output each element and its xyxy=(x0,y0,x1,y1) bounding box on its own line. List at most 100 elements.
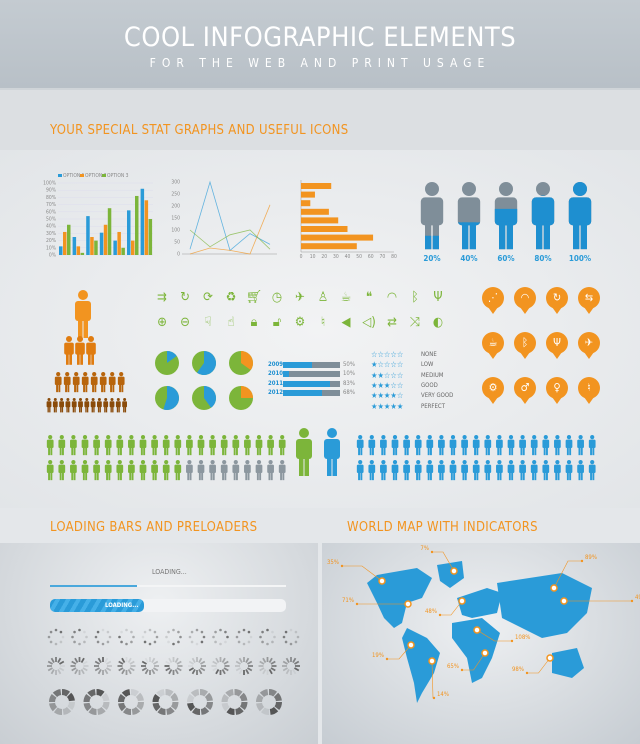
leg xyxy=(474,471,476,481)
leg xyxy=(536,221,543,250)
leg xyxy=(164,446,166,456)
spinner-dot xyxy=(108,635,112,639)
torso xyxy=(426,439,434,449)
leg xyxy=(103,383,106,393)
head xyxy=(53,398,57,401)
pin-tail xyxy=(520,352,530,359)
head xyxy=(79,398,82,401)
continent-asia xyxy=(497,573,592,638)
torso xyxy=(46,401,52,408)
spinner-dot xyxy=(59,630,63,634)
spinner-ray xyxy=(121,657,126,663)
spinner-ray xyxy=(168,669,173,675)
head xyxy=(48,435,53,440)
leg xyxy=(123,406,125,413)
head xyxy=(222,460,227,465)
ring-segment xyxy=(135,692,144,702)
head xyxy=(123,398,127,401)
plane-icon: ✈ xyxy=(295,290,305,305)
indicator-end xyxy=(430,550,434,554)
head xyxy=(140,435,146,440)
leg xyxy=(154,471,157,481)
spinner-ray xyxy=(215,669,220,675)
spinner-dot xyxy=(296,635,300,639)
map-pin-usb-icon: Ψ xyxy=(546,332,568,360)
crowd-person xyxy=(81,460,89,481)
coffee-icon: ☕︎ xyxy=(488,336,498,349)
leg xyxy=(416,446,418,456)
crowd-person xyxy=(554,435,561,456)
torso xyxy=(78,401,83,408)
spinner-ray xyxy=(129,660,135,665)
leg xyxy=(236,471,238,481)
leg xyxy=(245,446,248,456)
head xyxy=(462,182,476,196)
spinner-dot xyxy=(190,630,194,634)
head xyxy=(578,435,583,440)
crowd-person xyxy=(93,460,100,481)
torso xyxy=(554,439,561,449)
torso xyxy=(438,464,445,474)
head xyxy=(140,460,146,465)
leg xyxy=(71,471,74,481)
spinner-ray xyxy=(59,667,65,672)
leg xyxy=(166,446,169,456)
head xyxy=(369,460,374,465)
progress-year: 2010 xyxy=(268,370,284,378)
torso xyxy=(356,464,364,474)
leg xyxy=(555,446,558,456)
man-icon: ♂ xyxy=(520,381,530,394)
pyramid-person xyxy=(46,398,52,413)
thin-loading-fill xyxy=(50,585,138,587)
leg xyxy=(488,471,490,481)
spinner-ray xyxy=(141,660,147,665)
leg xyxy=(453,446,456,456)
pin-circle: ↻ xyxy=(546,287,568,309)
leg xyxy=(212,471,215,481)
head xyxy=(439,435,444,440)
leg xyxy=(259,446,262,456)
y-tick-label: 80% xyxy=(46,195,57,201)
repeat-icon: ⇄ xyxy=(387,315,397,330)
crowd-person xyxy=(449,460,457,481)
crowd-person xyxy=(577,460,584,481)
head xyxy=(56,372,61,377)
torso xyxy=(368,439,376,449)
indicator-label: 89% xyxy=(585,554,597,561)
head xyxy=(485,460,490,465)
crowd-person xyxy=(438,460,445,481)
torso xyxy=(99,376,107,386)
pyramid-person xyxy=(71,398,77,413)
torso xyxy=(278,439,286,449)
spinner-ray xyxy=(168,657,173,663)
leg xyxy=(268,446,271,456)
indicator-line xyxy=(432,551,455,572)
bar xyxy=(144,200,149,255)
toggle-icon: ◐ xyxy=(432,315,444,330)
indicator-end xyxy=(580,559,584,563)
thick-loading-fill: LOADING... xyxy=(50,599,145,612)
ring-segment xyxy=(200,689,209,697)
crowd-person xyxy=(588,460,596,481)
indicator-label: 19% xyxy=(372,652,384,659)
leg xyxy=(154,446,157,456)
continent-greenland xyxy=(437,561,464,588)
leg xyxy=(210,471,213,481)
crowd-person xyxy=(186,435,193,456)
crowd-person xyxy=(104,435,112,456)
head xyxy=(256,435,262,440)
torso xyxy=(507,439,515,449)
torso xyxy=(542,464,550,474)
indicator-end xyxy=(355,602,359,606)
legend-label: OPTION 1 xyxy=(63,173,85,179)
head xyxy=(233,460,238,465)
leg xyxy=(557,446,560,456)
percent-person-fill xyxy=(568,182,592,250)
spinner-dot xyxy=(177,640,180,644)
thumbs-up-icon: ☝ xyxy=(227,315,235,330)
leg xyxy=(580,446,583,456)
legend-swatch xyxy=(102,174,106,177)
crowd-person xyxy=(588,435,596,456)
spinner-ray xyxy=(188,660,194,665)
spinner-dot xyxy=(249,635,253,639)
